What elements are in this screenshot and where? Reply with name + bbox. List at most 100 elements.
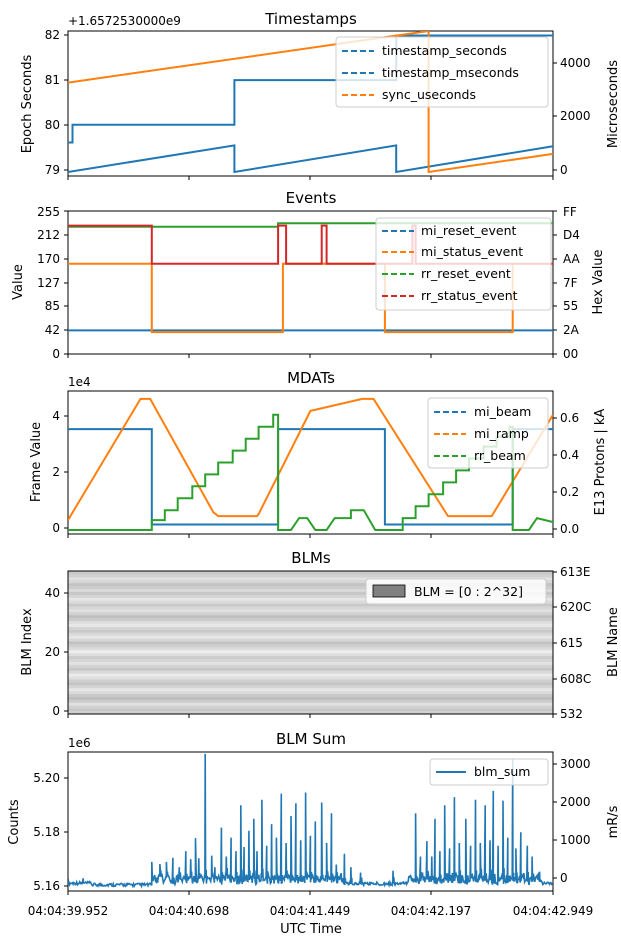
y-tick-label: 79: [45, 163, 60, 177]
y-tick-label-right: 613E: [560, 565, 591, 579]
y-tick-label-right: 608C: [560, 672, 591, 686]
heatmap: [68, 571, 553, 714]
y-tick-label-right: 615: [560, 636, 583, 650]
y-ticks-left: 0 2 4: [52, 409, 68, 535]
y-tick-label-right: 0.0: [560, 522, 579, 536]
heatmap-row: [68, 588, 553, 592]
legend-box: [375, 217, 552, 311]
heatmap-row: [68, 603, 553, 607]
y-axis-right-label: mR/s: [606, 805, 621, 838]
heatmap-row: [68, 635, 553, 639]
heatmap-row: [68, 641, 553, 645]
heatmap-row: [68, 664, 553, 668]
heatmap-row: [68, 676, 553, 680]
heatmap-row: [68, 711, 553, 714]
y-axis-label: Counts: [7, 799, 22, 845]
heatmap-row: [68, 655, 553, 659]
heatmap-row: [68, 684, 553, 689]
heatmap-row: [68, 591, 553, 595]
heatmap-row: [68, 705, 553, 709]
series-line-blm-sum: [68, 753, 553, 889]
y-ticks-right: 00 2A 55 7F AA D4 FF: [553, 205, 581, 361]
y-ticks-left: 5.16 5.18 5.20: [33, 771, 68, 893]
heatmap-row: [68, 658, 553, 662]
heatmap-row: [68, 652, 553, 657]
heatmap-row: [68, 643, 553, 648]
x-ticks: [67, 891, 554, 895]
series-line-mi-ramp: [68, 397, 553, 521]
y-tick-label: 5.18: [33, 825, 60, 839]
y-tick-label: 170: [37, 252, 60, 266]
panel-title: Timestamps: [264, 10, 357, 28]
y-ticks-left: 0 42 85 127 170 212 255: [37, 205, 68, 361]
heatmap-row: [68, 690, 553, 694]
legend-label: BLM = [0 : 2^32]: [414, 584, 523, 599]
y-tick-label-right: 1000: [560, 833, 591, 847]
y-tick-label: 127: [37, 276, 60, 290]
heatmap-row: [68, 687, 553, 692]
y-axis-right-label: Microseconds: [606, 60, 621, 148]
panel-events: Events Value Hex Value 0 42 85 127 170 2…: [11, 189, 606, 361]
y-tick-label-right: 620C: [560, 600, 591, 614]
y-axis-right-label: Hex Value: [591, 249, 606, 314]
y-axis-label: Value: [11, 264, 26, 300]
y-tick-label: 82: [45, 28, 60, 42]
x-axis-label: UTC Time: [280, 922, 342, 937]
y-tick-label-right: 3000: [560, 757, 591, 771]
y-tick-label: 2: [52, 465, 60, 479]
y-tick-label: 0: [52, 521, 60, 535]
heatmap-row: [68, 673, 553, 677]
y-ticks-right: 0 2000 4000: [553, 56, 591, 177]
legend-label: mi_ramp: [474, 426, 529, 441]
y-axis-right-label: BLM Name: [606, 607, 621, 677]
heatmap-row: [68, 608, 553, 613]
heatmap-row: [68, 702, 553, 706]
heatmap-row: [68, 576, 553, 581]
offset-label: 1e6: [68, 736, 91, 750]
heatmap-row: [68, 667, 553, 671]
legend-label: rr_reset_event: [421, 266, 511, 281]
y-tick-label: 20: [45, 645, 60, 659]
y-tick-label-right: 7F: [563, 276, 578, 290]
heatmap-row: [68, 611, 553, 616]
legend-label: timestamp_seconds: [382, 43, 507, 58]
y-tick-label-right: 55: [563, 299, 578, 313]
legend-label: mi_beam: [474, 404, 531, 419]
x-tick-label: 04:04:40.698: [149, 904, 230, 918]
y-ticks-right: 532 608C 615 620C 613E: [553, 565, 591, 721]
heatmap-row: [68, 594, 553, 598]
heatmap-row: [68, 629, 553, 633]
x-ticks: [67, 534, 554, 538]
x-tick-label: 04:04:41.449: [270, 904, 351, 918]
y-tick-label: 4: [52, 409, 60, 423]
y-axis-label: Frame Value: [29, 422, 44, 502]
panel-title: BLMs: [291, 549, 331, 567]
offset-label: 1e4: [68, 375, 91, 389]
y-tick-label-right: 2000: [560, 109, 591, 123]
x-tick-label: 04:04:42.197: [391, 904, 472, 918]
y-tick-label: 42: [45, 323, 60, 337]
panel-title: MDATs: [287, 369, 335, 387]
legend-label: timestamp_mseconds: [382, 65, 519, 80]
legend-box: [365, 578, 547, 605]
legend-label: mi_status_event: [421, 244, 523, 259]
legend-label: rr_beam: [474, 448, 526, 463]
legend-label: blm_sum: [474, 764, 530, 779]
y-tick-label: 40: [45, 586, 60, 600]
heatmap-row: [68, 600, 553, 604]
y-tick-label-right: AA: [563, 252, 581, 266]
x-tick-label: 04:04:42.949: [513, 904, 594, 918]
heatmap-row: [68, 661, 553, 665]
y-tick-label: 81: [45, 73, 60, 87]
legend-box: [335, 36, 549, 108]
y-ticks-right: 0.0 0.2 0.4 0.6: [553, 411, 579, 536]
y-tick-label-right: 4000: [560, 56, 591, 70]
legend-box: [429, 758, 549, 786]
legend-label: rr_status_event: [421, 288, 518, 303]
y-tick-label-right: 532: [560, 707, 583, 721]
y-tick-label: 85: [45, 299, 60, 313]
y-axis-label: Epoch Seconds: [20, 55, 35, 154]
panel-mdats: MDATs 1e4 Frame Value E13 Protons | kA 0…: [29, 369, 608, 538]
y-tick-label-right: D4: [563, 228, 580, 242]
